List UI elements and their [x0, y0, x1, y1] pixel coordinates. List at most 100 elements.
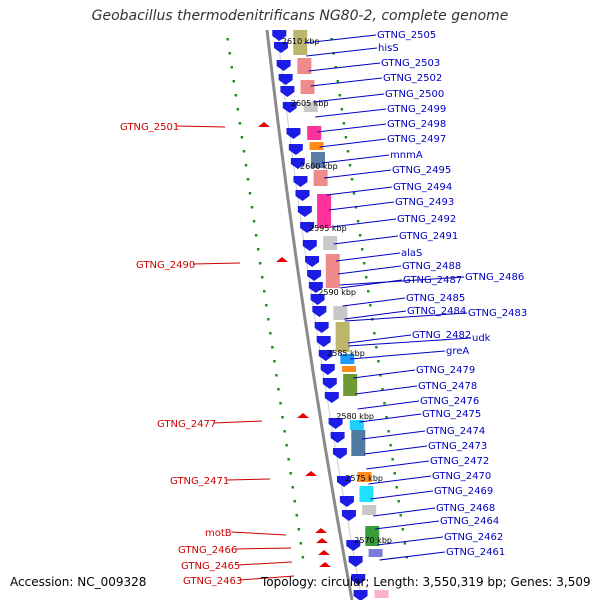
feature-block	[293, 30, 308, 55]
forward-gene-arrow	[278, 74, 293, 85]
ring-dot	[283, 430, 286, 433]
ring-dot	[291, 486, 294, 489]
forward-gene-label: GTNG_2502	[383, 73, 442, 84]
ring-dot	[246, 178, 250, 181]
ring-dot	[362, 262, 366, 265]
forward-gene-label: udk	[472, 333, 491, 344]
forward-gene-label: GTNG_2473	[428, 441, 487, 452]
feature-block	[342, 366, 357, 372]
forward-label-leader	[333, 235, 399, 245]
forward-label-leader	[315, 108, 387, 118]
ring-dot	[360, 248, 364, 251]
reverse-gene-arrow	[315, 528, 327, 533]
reverse-label-leader	[176, 125, 226, 128]
forward-gene-label: GTNG_2487	[403, 275, 462, 286]
scale-tick-label: 2580 kbp	[336, 412, 374, 421]
forward-label-leader	[319, 138, 387, 148]
scale-tick-label: 2600 kbp	[300, 162, 338, 171]
ring-dot	[383, 402, 386, 405]
forward-gene-label: GTNG_2485	[406, 293, 465, 304]
reverse-gene-label: GTNG_2463	[183, 576, 242, 587]
forward-gene-label: GTNG_2468	[436, 503, 495, 514]
forward-gene-arrow	[320, 364, 335, 375]
forward-gene-label: GTNG_2484	[407, 306, 466, 317]
reverse-label-leader	[192, 262, 241, 265]
reverse-gene-arrow	[305, 471, 317, 476]
feature-block	[340, 354, 355, 364]
feature-block	[335, 322, 350, 352]
forward-label-leader	[344, 312, 468, 322]
forward-gene-label: GTNG_2492	[397, 214, 456, 225]
feature-block	[357, 472, 372, 482]
forward-label-leader	[347, 334, 412, 344]
ring-dot	[263, 290, 266, 293]
feature-block	[333, 306, 348, 320]
ring-dot	[346, 150, 350, 153]
ring-dot	[387, 430, 390, 433]
ring-dot	[381, 388, 384, 391]
ring-dot	[330, 38, 333, 41]
forward-gene-label: GTNG_2486	[465, 272, 524, 283]
reverse-gene-label: GTNG_2466	[178, 545, 237, 556]
feature-block	[359, 486, 374, 502]
feature-block	[323, 236, 338, 250]
ring-dot	[240, 136, 244, 139]
forward-gene-label: GTNG_2494	[393, 182, 452, 193]
feature-block	[374, 590, 389, 598]
forward-gene-arrow	[310, 294, 325, 305]
forward-gene-label: GTNG_2491	[399, 231, 458, 242]
feature-block	[349, 420, 364, 430]
forward-label-leader	[370, 490, 434, 500]
forward-gene-arrow	[351, 574, 366, 585]
reverse-label-leader	[234, 547, 292, 550]
reverse-gene-arrow	[316, 538, 328, 543]
feature-block	[310, 152, 325, 168]
scale-tick-label: 2575 kbp	[345, 474, 383, 483]
forward-gene-arrow	[295, 190, 310, 201]
ring-dot	[367, 290, 370, 293]
forward-gene-label: GTNG_2474	[426, 426, 485, 437]
reverse-gene-label: GTNG_2501	[120, 122, 179, 133]
forward-gene-arrow	[286, 128, 301, 139]
reverse-gene-arrow	[319, 562, 331, 567]
feature-block	[317, 194, 332, 228]
ring-dot	[242, 150, 246, 153]
forward-gene-label: GTNG_2464	[440, 516, 499, 527]
forward-gene-label: GTNG_2500	[385, 89, 444, 100]
forward-gene-arrow	[341, 510, 356, 521]
reverse-gene-label: GTNG_2471	[170, 476, 229, 487]
forward-gene-label: GTNG_2499	[387, 104, 446, 115]
forward-gene-arrow	[348, 556, 363, 567]
reverse-label-leader	[226, 478, 271, 481]
forward-gene-arrow	[316, 336, 331, 347]
feature-block	[365, 526, 380, 546]
forward-label-leader	[339, 276, 465, 286]
forward-label-leader	[310, 77, 383, 87]
forward-gene-label: GTNG_2470	[432, 471, 491, 482]
ring-dot	[397, 500, 400, 503]
forward-gene-label: GTNG_2493	[395, 197, 454, 208]
ring-dot	[344, 136, 348, 139]
forward-gene-label: GTNG_2498	[387, 119, 446, 130]
ring-dot	[342, 122, 346, 125]
feature-block	[351, 430, 366, 456]
ring-dot	[385, 416, 388, 419]
forward-label-leader	[312, 93, 385, 103]
forward-label-leader	[366, 460, 430, 470]
forward-label-leader	[368, 475, 432, 485]
feature-block	[368, 549, 383, 557]
ring-dot	[379, 374, 382, 377]
forward-gene-arrow	[312, 306, 327, 317]
forward-label-leader	[374, 520, 440, 530]
forward-gene-label: GTNG_2503	[381, 58, 440, 69]
forward-gene-arrow	[324, 392, 339, 403]
forward-gene-arrow	[297, 206, 312, 217]
reverse-gene-arrow	[258, 122, 270, 127]
forward-label-leader	[306, 47, 378, 57]
ring-dot	[271, 346, 274, 349]
forward-label-leader	[331, 218, 397, 228]
ring-dot	[375, 346, 378, 349]
ring-dot	[299, 542, 303, 545]
